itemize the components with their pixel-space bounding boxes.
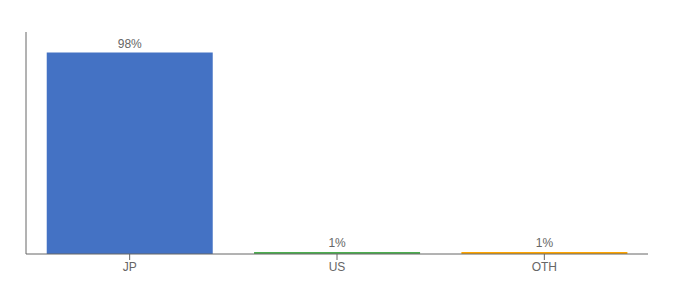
svg-text:98%: 98%	[118, 37, 142, 51]
svg-text:1%: 1%	[536, 236, 554, 250]
svg-text:1%: 1%	[328, 236, 346, 250]
svg-text:OTH: OTH	[532, 260, 557, 274]
svg-text:JP: JP	[123, 260, 137, 274]
svg-text:US: US	[329, 260, 346, 274]
